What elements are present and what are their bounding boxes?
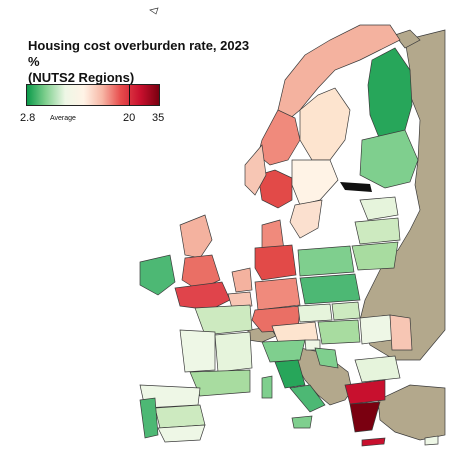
map-subtitle: (NUTS2 Regions) [28,70,135,85]
region-sweden-north [299,87,351,161]
region-cyprus [424,435,439,446]
region-norway-west [244,144,267,196]
region-spain-south [157,424,206,443]
region-turkey [377,384,446,441]
legend-min-label: 2.8 [20,112,36,124]
region-north-non-eu [394,29,421,49]
region-croatia [314,347,339,369]
legend-average-label: Average [50,115,76,122]
eu-regions [139,7,439,447]
region-crete [361,437,386,447]
region-france-east [214,331,253,373]
region-norway-south [257,169,293,209]
region-sweden-mid [291,159,339,206]
region-slovakia [331,301,361,321]
region-latvia [354,217,401,245]
gulf-of-finland-shadow [340,182,372,192]
region-france-west [179,329,216,373]
region-romania-west [359,314,393,345]
legend-mark-label: 20 [123,112,136,124]
region-sweden-south [289,199,323,239]
region-greece-north [344,379,386,405]
region-norway-mid [257,109,301,166]
region-greece-south [349,401,381,433]
region-finland-south [359,129,419,189]
region-romania-east [389,314,413,351]
region-netherlands [231,267,253,293]
region-belgium [227,291,253,309]
region-uk-england-south [174,281,231,311]
region-portugal [139,397,159,439]
region-spain-centre [154,404,206,429]
non-eu-land [247,29,446,441]
region-italy-south [289,384,326,413]
map-unit: % [28,54,40,69]
region-ireland [139,254,176,296]
region-italy-centre [274,359,306,389]
region-france-north [194,304,253,336]
region-sardinia [261,375,273,399]
region-czechia [297,303,333,323]
region-germany-north [254,244,297,281]
region-bulgaria [354,355,401,383]
region-uk-scotland [179,214,213,259]
region-hungary [317,319,361,345]
region-germany-mid [254,277,301,311]
legend-colorbar [26,84,160,106]
legend-max-label: 35 [152,112,165,124]
region-italy-north [261,339,306,363]
region-estonia [359,196,399,221]
region-lithuania [351,241,399,271]
region-finland-north [367,47,413,141]
map-title: Housing cost overburden rate, 2023 [28,38,250,53]
region-poland-south [299,273,361,305]
region-faroe [149,7,159,15]
region-poland-north [297,245,355,277]
legend-marker-20 [129,84,130,106]
region-sicily [291,415,313,429]
